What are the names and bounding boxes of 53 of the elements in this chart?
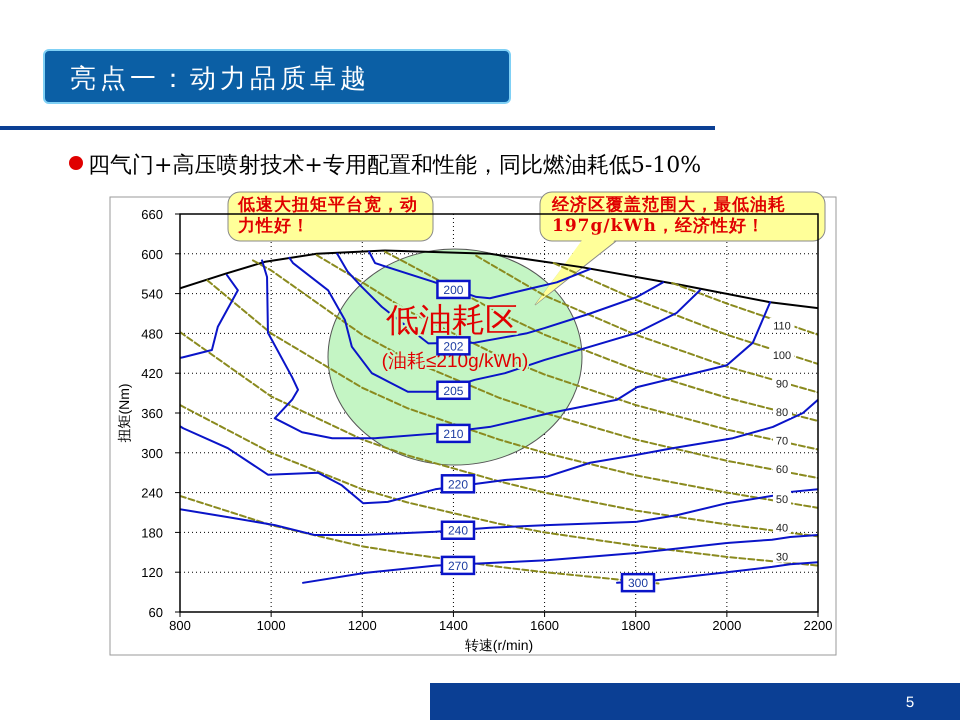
series-label: 60 (776, 464, 788, 476)
y-tick-label: 600 (141, 246, 163, 262)
annotation: 210 (443, 426, 464, 441)
x-tick-label: 1600 (530, 618, 560, 633)
y-tick-label: 240 (141, 486, 163, 501)
y-tick-label: 360 (141, 406, 163, 421)
x-tick-label: 1800 (621, 618, 650, 633)
line-series (384, 250, 818, 422)
series-label: 90 (776, 378, 788, 390)
series-label: 110 (773, 320, 791, 333)
annotation: 低速大扭矩平台宽，动力性好！ (238, 195, 419, 237)
y-tick-label: 300 (141, 446, 163, 461)
x-tick-label: 800 (169, 618, 191, 633)
line-series (252, 259, 818, 480)
x-tick-label: 1400 (438, 618, 468, 633)
x-tick-label: 1200 (348, 618, 377, 633)
x-tick-label: 2200 (804, 618, 832, 633)
x-axis-title: 转速(r/min) (464, 637, 534, 653)
y-tick-label: 180 (141, 525, 163, 540)
y-tick-label: 60 (148, 605, 163, 620)
y-tick-label: 540 (141, 286, 163, 302)
annotation: 240 (448, 524, 468, 538)
series-label: 40 (776, 522, 788, 534)
y-tick-label: 420 (141, 366, 163, 382)
series-label: 70 (776, 435, 788, 448)
x-tick-label: 2000 (712, 618, 742, 633)
y-tick-label: 660 (141, 207, 163, 222)
line-series (180, 488, 818, 536)
y-tick-label: 480 (141, 326, 163, 342)
annotation: 270 (448, 558, 468, 573)
line-series (316, 254, 818, 450)
line-series (552, 262, 818, 365)
text: 5 (906, 694, 914, 711)
line-series (261, 259, 772, 440)
series-label: 30 (776, 552, 788, 564)
line-series (180, 274, 239, 359)
series-label: 50 (776, 494, 788, 506)
x-tick-label: 1000 (256, 618, 286, 633)
series-label: 80 (776, 406, 788, 419)
annotation: 205 (443, 384, 464, 398)
annotation: 300 (628, 576, 648, 590)
chart-subtitle: 四气门+高压喷射技术+专用配置和性能，同比燃油耗低5-10% (88, 153, 702, 178)
chart-title: 亮点一：动力品质卓越 (70, 64, 370, 94)
annotation: 经济区覆盖范围大，最低油耗197g/kWh，经济性好！ (552, 195, 787, 237)
line-series (180, 398, 818, 504)
y-axis-title: 扭矩(Nm) (116, 383, 132, 443)
annotation: 220 (448, 477, 468, 492)
line-series (368, 250, 592, 300)
annotation: 202 (443, 339, 464, 354)
series-label: 100 (772, 350, 792, 362)
y-tick-label: 120 (141, 565, 163, 580)
annotation: 200 (443, 282, 464, 297)
line-series (206, 279, 818, 509)
